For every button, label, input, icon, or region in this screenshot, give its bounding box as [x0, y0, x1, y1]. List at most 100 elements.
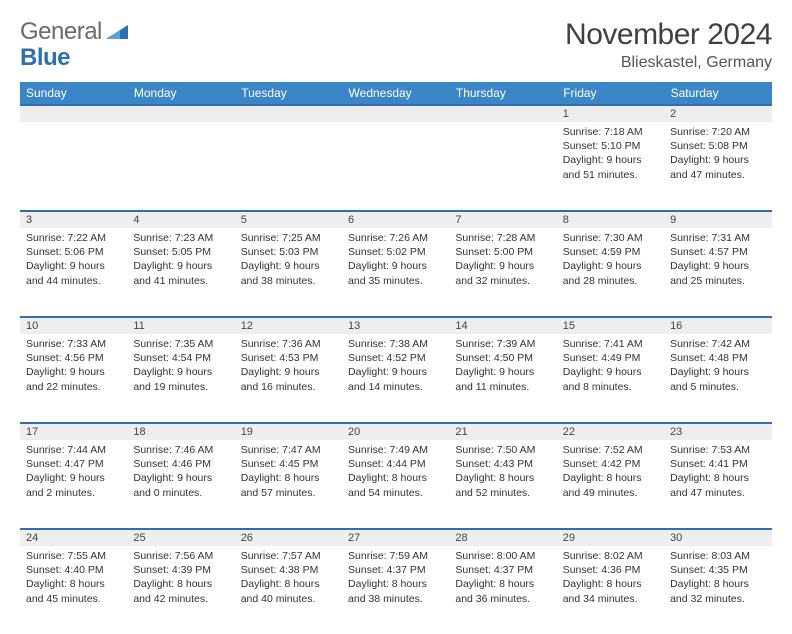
title-block: November 2024 Blieskastel, Germany [565, 18, 772, 72]
day-number: 27 [342, 528, 449, 546]
sunrise-text: Sunrise: 7:31 AM [670, 231, 765, 245]
day-number [342, 104, 449, 122]
daylight-text: Daylight: 8 hours and 34 minutes. [563, 577, 658, 605]
weekday-header: Tuesday [235, 82, 342, 104]
day-number: 4 [127, 210, 234, 228]
sunset-text: Sunset: 4:57 PM [670, 245, 765, 259]
day-cell: Sunrise: 7:44 AMSunset: 4:47 PMDaylight:… [20, 440, 127, 528]
sunrise-text: Sunrise: 7:39 AM [455, 337, 550, 351]
day-number: 25 [127, 528, 234, 546]
sunrise-text: Sunrise: 7:47 AM [241, 443, 336, 457]
daylight-text: Daylight: 9 hours and 35 minutes. [348, 259, 443, 287]
sunset-text: Sunset: 4:37 PM [455, 563, 550, 577]
sunrise-text: Sunrise: 7:49 AM [348, 443, 443, 457]
day-number-row: 17181920212223 [20, 422, 772, 440]
sunrise-text: Sunrise: 7:56 AM [133, 549, 228, 563]
day-cell: Sunrise: 8:03 AMSunset: 4:35 PMDaylight:… [664, 546, 771, 634]
day-number: 30 [664, 528, 771, 546]
day-content-row: Sunrise: 7:44 AMSunset: 4:47 PMDaylight:… [20, 440, 772, 528]
sunset-text: Sunset: 4:42 PM [563, 457, 658, 471]
sunset-text: Sunset: 4:56 PM [26, 351, 121, 365]
sunrise-text: Sunrise: 7:20 AM [670, 125, 765, 139]
day-number: 8 [557, 210, 664, 228]
daylight-text: Daylight: 9 hours and 41 minutes. [133, 259, 228, 287]
day-cell: Sunrise: 7:30 AMSunset: 4:59 PMDaylight:… [557, 228, 664, 316]
day-content-row: Sunrise: 7:55 AMSunset: 4:40 PMDaylight:… [20, 546, 772, 634]
day-cell: Sunrise: 7:42 AMSunset: 4:48 PMDaylight:… [664, 334, 771, 422]
sunset-text: Sunset: 5:03 PM [241, 245, 336, 259]
weekday-header: Monday [127, 82, 234, 104]
weekday-header-row: Sunday Monday Tuesday Wednesday Thursday… [20, 82, 772, 104]
day-cell: Sunrise: 7:28 AMSunset: 5:00 PMDaylight:… [449, 228, 556, 316]
sunset-text: Sunset: 4:49 PM [563, 351, 658, 365]
day-cell: Sunrise: 7:18 AMSunset: 5:10 PMDaylight:… [557, 122, 664, 210]
sunrise-text: Sunrise: 7:23 AM [133, 231, 228, 245]
month-title: November 2024 [565, 18, 772, 52]
day-number: 13 [342, 316, 449, 334]
day-number: 21 [449, 422, 556, 440]
day-number: 24 [20, 528, 127, 546]
day-number-row: 10111213141516 [20, 316, 772, 334]
day-cell: Sunrise: 7:35 AMSunset: 4:54 PMDaylight:… [127, 334, 234, 422]
daylight-text: Daylight: 9 hours and 22 minutes. [26, 365, 121, 393]
sunset-text: Sunset: 4:59 PM [563, 245, 658, 259]
sunset-text: Sunset: 4:44 PM [348, 457, 443, 471]
sunset-text: Sunset: 4:48 PM [670, 351, 765, 365]
sunrise-text: Sunrise: 7:36 AM [241, 337, 336, 351]
day-number: 1 [557, 104, 664, 122]
sunrise-text: Sunrise: 7:26 AM [348, 231, 443, 245]
sunrise-text: Sunrise: 7:38 AM [348, 337, 443, 351]
day-cell [449, 122, 556, 210]
day-number: 19 [235, 422, 342, 440]
sunset-text: Sunset: 4:39 PM [133, 563, 228, 577]
day-cell: Sunrise: 7:25 AMSunset: 5:03 PMDaylight:… [235, 228, 342, 316]
brand-triangle-icon [106, 21, 128, 44]
sunset-text: Sunset: 4:40 PM [26, 563, 121, 577]
day-cell: Sunrise: 7:47 AMSunset: 4:45 PMDaylight:… [235, 440, 342, 528]
brand-name-b: Blue [20, 44, 70, 72]
day-number: 20 [342, 422, 449, 440]
sunset-text: Sunset: 4:47 PM [26, 457, 121, 471]
sunset-text: Sunset: 4:43 PM [455, 457, 550, 471]
day-number: 17 [20, 422, 127, 440]
daylight-text: Daylight: 8 hours and 49 minutes. [563, 471, 658, 499]
day-cell: Sunrise: 7:23 AMSunset: 5:05 PMDaylight:… [127, 228, 234, 316]
day-content-row: Sunrise: 7:18 AMSunset: 5:10 PMDaylight:… [20, 122, 772, 210]
sunset-text: Sunset: 5:05 PM [133, 245, 228, 259]
sunset-text: Sunset: 4:41 PM [670, 457, 765, 471]
daylight-text: Daylight: 8 hours and 52 minutes. [455, 471, 550, 499]
day-cell: Sunrise: 7:52 AMSunset: 4:42 PMDaylight:… [557, 440, 664, 528]
daylight-text: Daylight: 9 hours and 25 minutes. [670, 259, 765, 287]
daylight-text: Daylight: 9 hours and 28 minutes. [563, 259, 658, 287]
daylight-text: Daylight: 9 hours and 16 minutes. [241, 365, 336, 393]
day-cell: Sunrise: 7:38 AMSunset: 4:52 PMDaylight:… [342, 334, 449, 422]
sunset-text: Sunset: 5:06 PM [26, 245, 121, 259]
daylight-text: Daylight: 8 hours and 54 minutes. [348, 471, 443, 499]
day-cell: Sunrise: 7:20 AMSunset: 5:08 PMDaylight:… [664, 122, 771, 210]
day-number: 23 [664, 422, 771, 440]
daylight-text: Daylight: 8 hours and 38 minutes. [348, 577, 443, 605]
sunrise-text: Sunrise: 7:22 AM [26, 231, 121, 245]
page-header: General November 2024 Blieskastel, Germa… [20, 18, 772, 72]
sunset-text: Sunset: 5:02 PM [348, 245, 443, 259]
day-cell: Sunrise: 7:36 AMSunset: 4:53 PMDaylight:… [235, 334, 342, 422]
sunrise-text: Sunrise: 8:03 AM [670, 549, 765, 563]
sunrise-text: Sunrise: 7:46 AM [133, 443, 228, 457]
day-cell: Sunrise: 7:55 AMSunset: 4:40 PMDaylight:… [20, 546, 127, 634]
day-cell: Sunrise: 7:41 AMSunset: 4:49 PMDaylight:… [557, 334, 664, 422]
day-number: 22 [557, 422, 664, 440]
sunset-text: Sunset: 4:45 PM [241, 457, 336, 471]
day-number: 9 [664, 210, 771, 228]
day-number: 3 [20, 210, 127, 228]
day-content-row: Sunrise: 7:22 AMSunset: 5:06 PM Daylight:… [20, 228, 772, 316]
sunset-text: Sunset: 4:52 PM [348, 351, 443, 365]
day-cell: Sunrise: 7:49 AMSunset: 4:44 PMDaylight:… [342, 440, 449, 528]
daylight-text: Daylight: 8 hours and 32 minutes. [670, 577, 765, 605]
day-number: 2 [664, 104, 771, 122]
daylight-text: Daylight: 8 hours and 45 minutes. [26, 577, 121, 605]
sunset-text: Sunset: 4:54 PM [133, 351, 228, 365]
sunrise-text: Sunrise: 7:25 AM [241, 231, 336, 245]
daylight-text: Daylight: 8 hours and 47 minutes. [670, 471, 765, 499]
day-number: 14 [449, 316, 556, 334]
daylight-text: Daylight: 9 hours and 2 minutes. [26, 471, 121, 499]
